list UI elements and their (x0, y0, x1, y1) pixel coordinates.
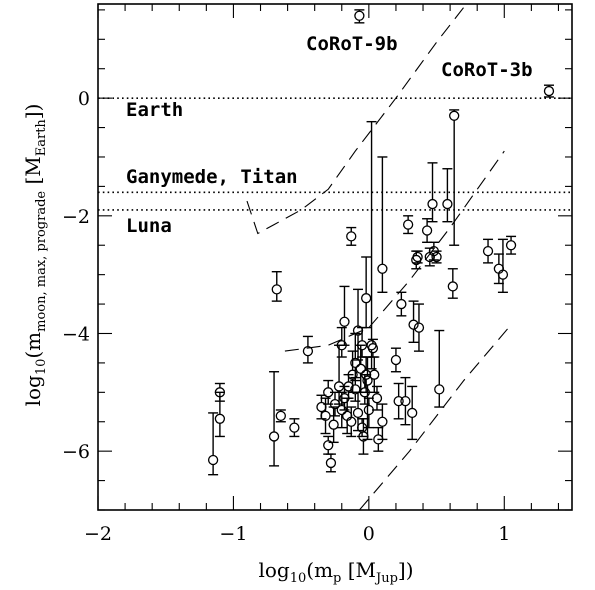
data-point (339, 316, 350, 327)
plot-frame (97, 3, 573, 511)
y-tick-label: 0 (78, 88, 90, 110)
data-point (396, 298, 407, 310)
label-corot9b: CoRoT-9b (306, 33, 398, 55)
dashed-curves (246, 3, 512, 511)
data-point (369, 369, 380, 380)
x-axis-title: log10(mp [MJup]) (258, 558, 413, 586)
data-point (214, 413, 226, 424)
data-point (354, 10, 365, 21)
data-point (482, 245, 494, 257)
data-point (407, 407, 418, 419)
data-point (377, 416, 388, 427)
y-tick-label: −2 (62, 206, 90, 228)
data-point (360, 293, 372, 304)
data-point (275, 410, 286, 422)
x-tick-label: −2 (84, 523, 112, 545)
data-point (402, 219, 414, 230)
data-point (421, 225, 433, 236)
data-point (347, 369, 358, 380)
data-point (505, 240, 517, 251)
label-ganymede-titan: Ganymede, Titan (126, 166, 298, 188)
data-point (302, 345, 314, 357)
data-point (543, 85, 555, 97)
data-point (346, 416, 357, 427)
label-corot3b: CoRoT-3b (441, 59, 533, 81)
data-point (442, 198, 453, 210)
data-point (431, 251, 442, 263)
data-point (434, 384, 445, 395)
data-point (400, 396, 411, 407)
data-point (323, 440, 334, 451)
x-tick-label: −1 (219, 523, 247, 545)
data-point (497, 269, 509, 280)
data-point (413, 322, 425, 333)
data-point (355, 363, 366, 374)
data-point (427, 198, 438, 210)
dashed-curve (246, 3, 467, 235)
data-point (377, 263, 388, 274)
data-point (367, 343, 379, 354)
axis-ticks: −2 −1 0 1 −6 −4 −2 0 (62, 4, 572, 545)
data-point (350, 357, 361, 369)
data-point (408, 319, 419, 330)
data-point (350, 384, 361, 395)
data-point (449, 110, 460, 121)
data-point (362, 375, 373, 386)
data-point (360, 369, 372, 380)
data-point (412, 251, 423, 263)
data-point (207, 454, 219, 466)
reference-lines (98, 97, 572, 211)
dashed-curve (284, 150, 505, 352)
dashed-curve (358, 324, 512, 511)
y-tick-label: −6 (62, 441, 90, 463)
data-point (390, 354, 402, 366)
data-point (352, 407, 364, 419)
data-point (393, 396, 404, 407)
data-point (346, 231, 357, 242)
data-points (207, 9, 555, 476)
x-tick-label: 0 (363, 523, 375, 545)
data-point (289, 422, 300, 433)
data-point (328, 419, 339, 430)
data-point (371, 393, 383, 404)
data-point (325, 457, 337, 469)
data-point (447, 281, 458, 292)
label-luna: Luna (126, 215, 172, 237)
y-axis-title: log10(mmoon, max, prograde [MEarth]) (21, 104, 49, 407)
data-point (271, 284, 282, 295)
label-earth: Earth (126, 99, 183, 121)
y-tick-label: −4 (62, 323, 90, 345)
x-tick-label: 1 (498, 523, 510, 545)
data-point (268, 431, 280, 442)
